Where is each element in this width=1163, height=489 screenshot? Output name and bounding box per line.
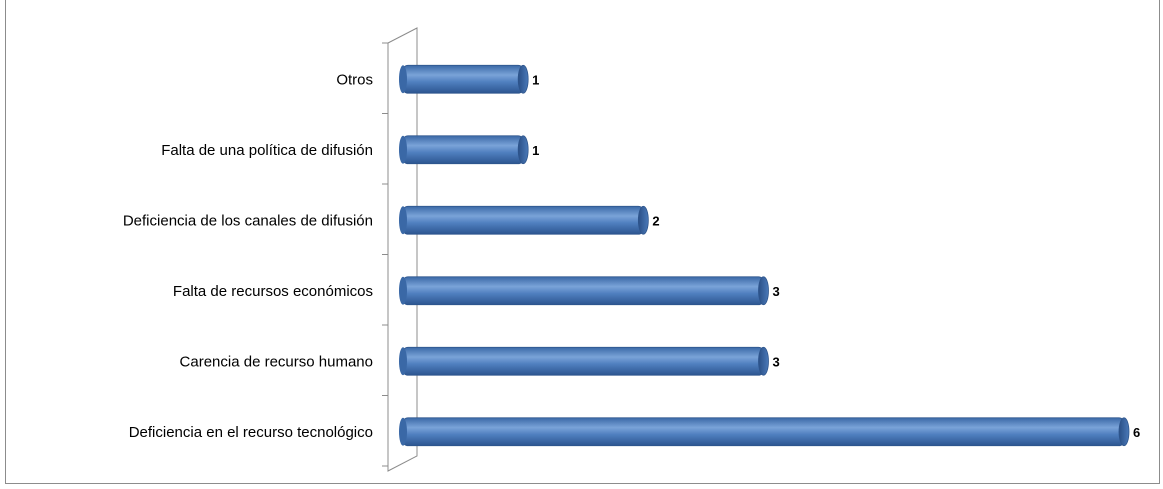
bar-left-cap bbox=[399, 417, 407, 446]
data-label: 6 bbox=[1133, 425, 1140, 440]
category-label: Deficiencia de los canales de difusión bbox=[123, 212, 373, 229]
bar bbox=[402, 64, 524, 94]
bar-end-cap bbox=[1118, 417, 1130, 447]
bar bbox=[402, 205, 644, 235]
bar-left-cap bbox=[399, 276, 407, 305]
category-label: Otros bbox=[336, 71, 373, 88]
bar-end-cap bbox=[637, 205, 649, 235]
category-label: Deficiencia en el recurso tecnológico bbox=[129, 424, 373, 441]
data-label: 2 bbox=[652, 213, 659, 228]
bar-end-cap bbox=[758, 346, 769, 376]
chart-frame bbox=[5, 0, 1160, 484]
category-label: Falta de una política de difusión bbox=[161, 142, 373, 159]
bar bbox=[402, 417, 1125, 447]
axis-wall bbox=[387, 27, 418, 472]
bar bbox=[402, 346, 764, 376]
data-label: 1 bbox=[532, 72, 539, 87]
bar-left-cap bbox=[399, 206, 407, 235]
bar bbox=[402, 135, 524, 165]
data-label: 3 bbox=[773, 284, 780, 299]
bar-end-cap bbox=[517, 135, 529, 165]
data-label: 3 bbox=[773, 354, 780, 369]
bar-end-cap bbox=[758, 276, 769, 306]
bar-left-cap bbox=[399, 135, 407, 164]
bar-left-cap bbox=[399, 65, 407, 94]
category-label: Carencia de recurso humano bbox=[180, 353, 373, 370]
bar-end-cap bbox=[517, 64, 529, 94]
category-label: Falta de recursos económicos bbox=[173, 283, 373, 300]
bar-left-cap bbox=[399, 347, 407, 376]
data-label: 1 bbox=[532, 143, 539, 158]
bar bbox=[402, 276, 764, 306]
